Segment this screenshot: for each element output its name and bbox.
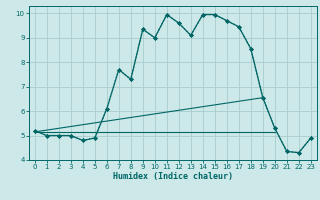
X-axis label: Humidex (Indice chaleur): Humidex (Indice chaleur) bbox=[113, 172, 233, 181]
